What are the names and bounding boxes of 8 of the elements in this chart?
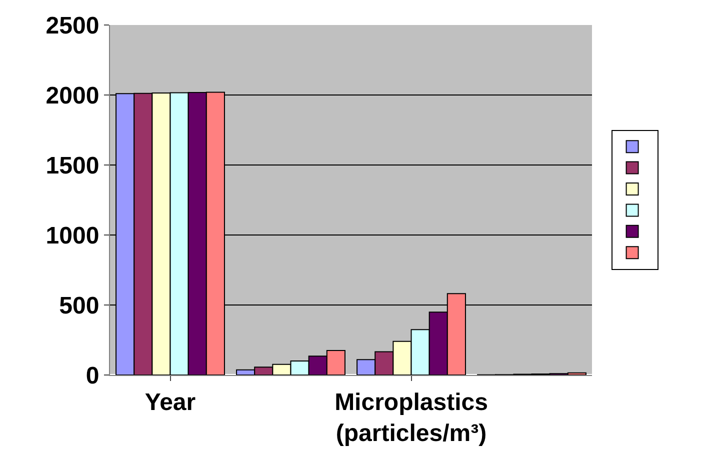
y-tick-label: 1500 [46, 152, 100, 180]
y-tick-label: 500 [59, 292, 100, 320]
y-tick-label: 0 [86, 362, 100, 390]
y-tick-label: 2000 [46, 82, 100, 110]
x-tick-label: Microplastics (particles/m³) [334, 388, 488, 447]
x-tick-label: Year [144, 388, 196, 416]
y-tick-label: 2500 [46, 12, 100, 40]
y-tick-label: 1000 [46, 222, 100, 250]
